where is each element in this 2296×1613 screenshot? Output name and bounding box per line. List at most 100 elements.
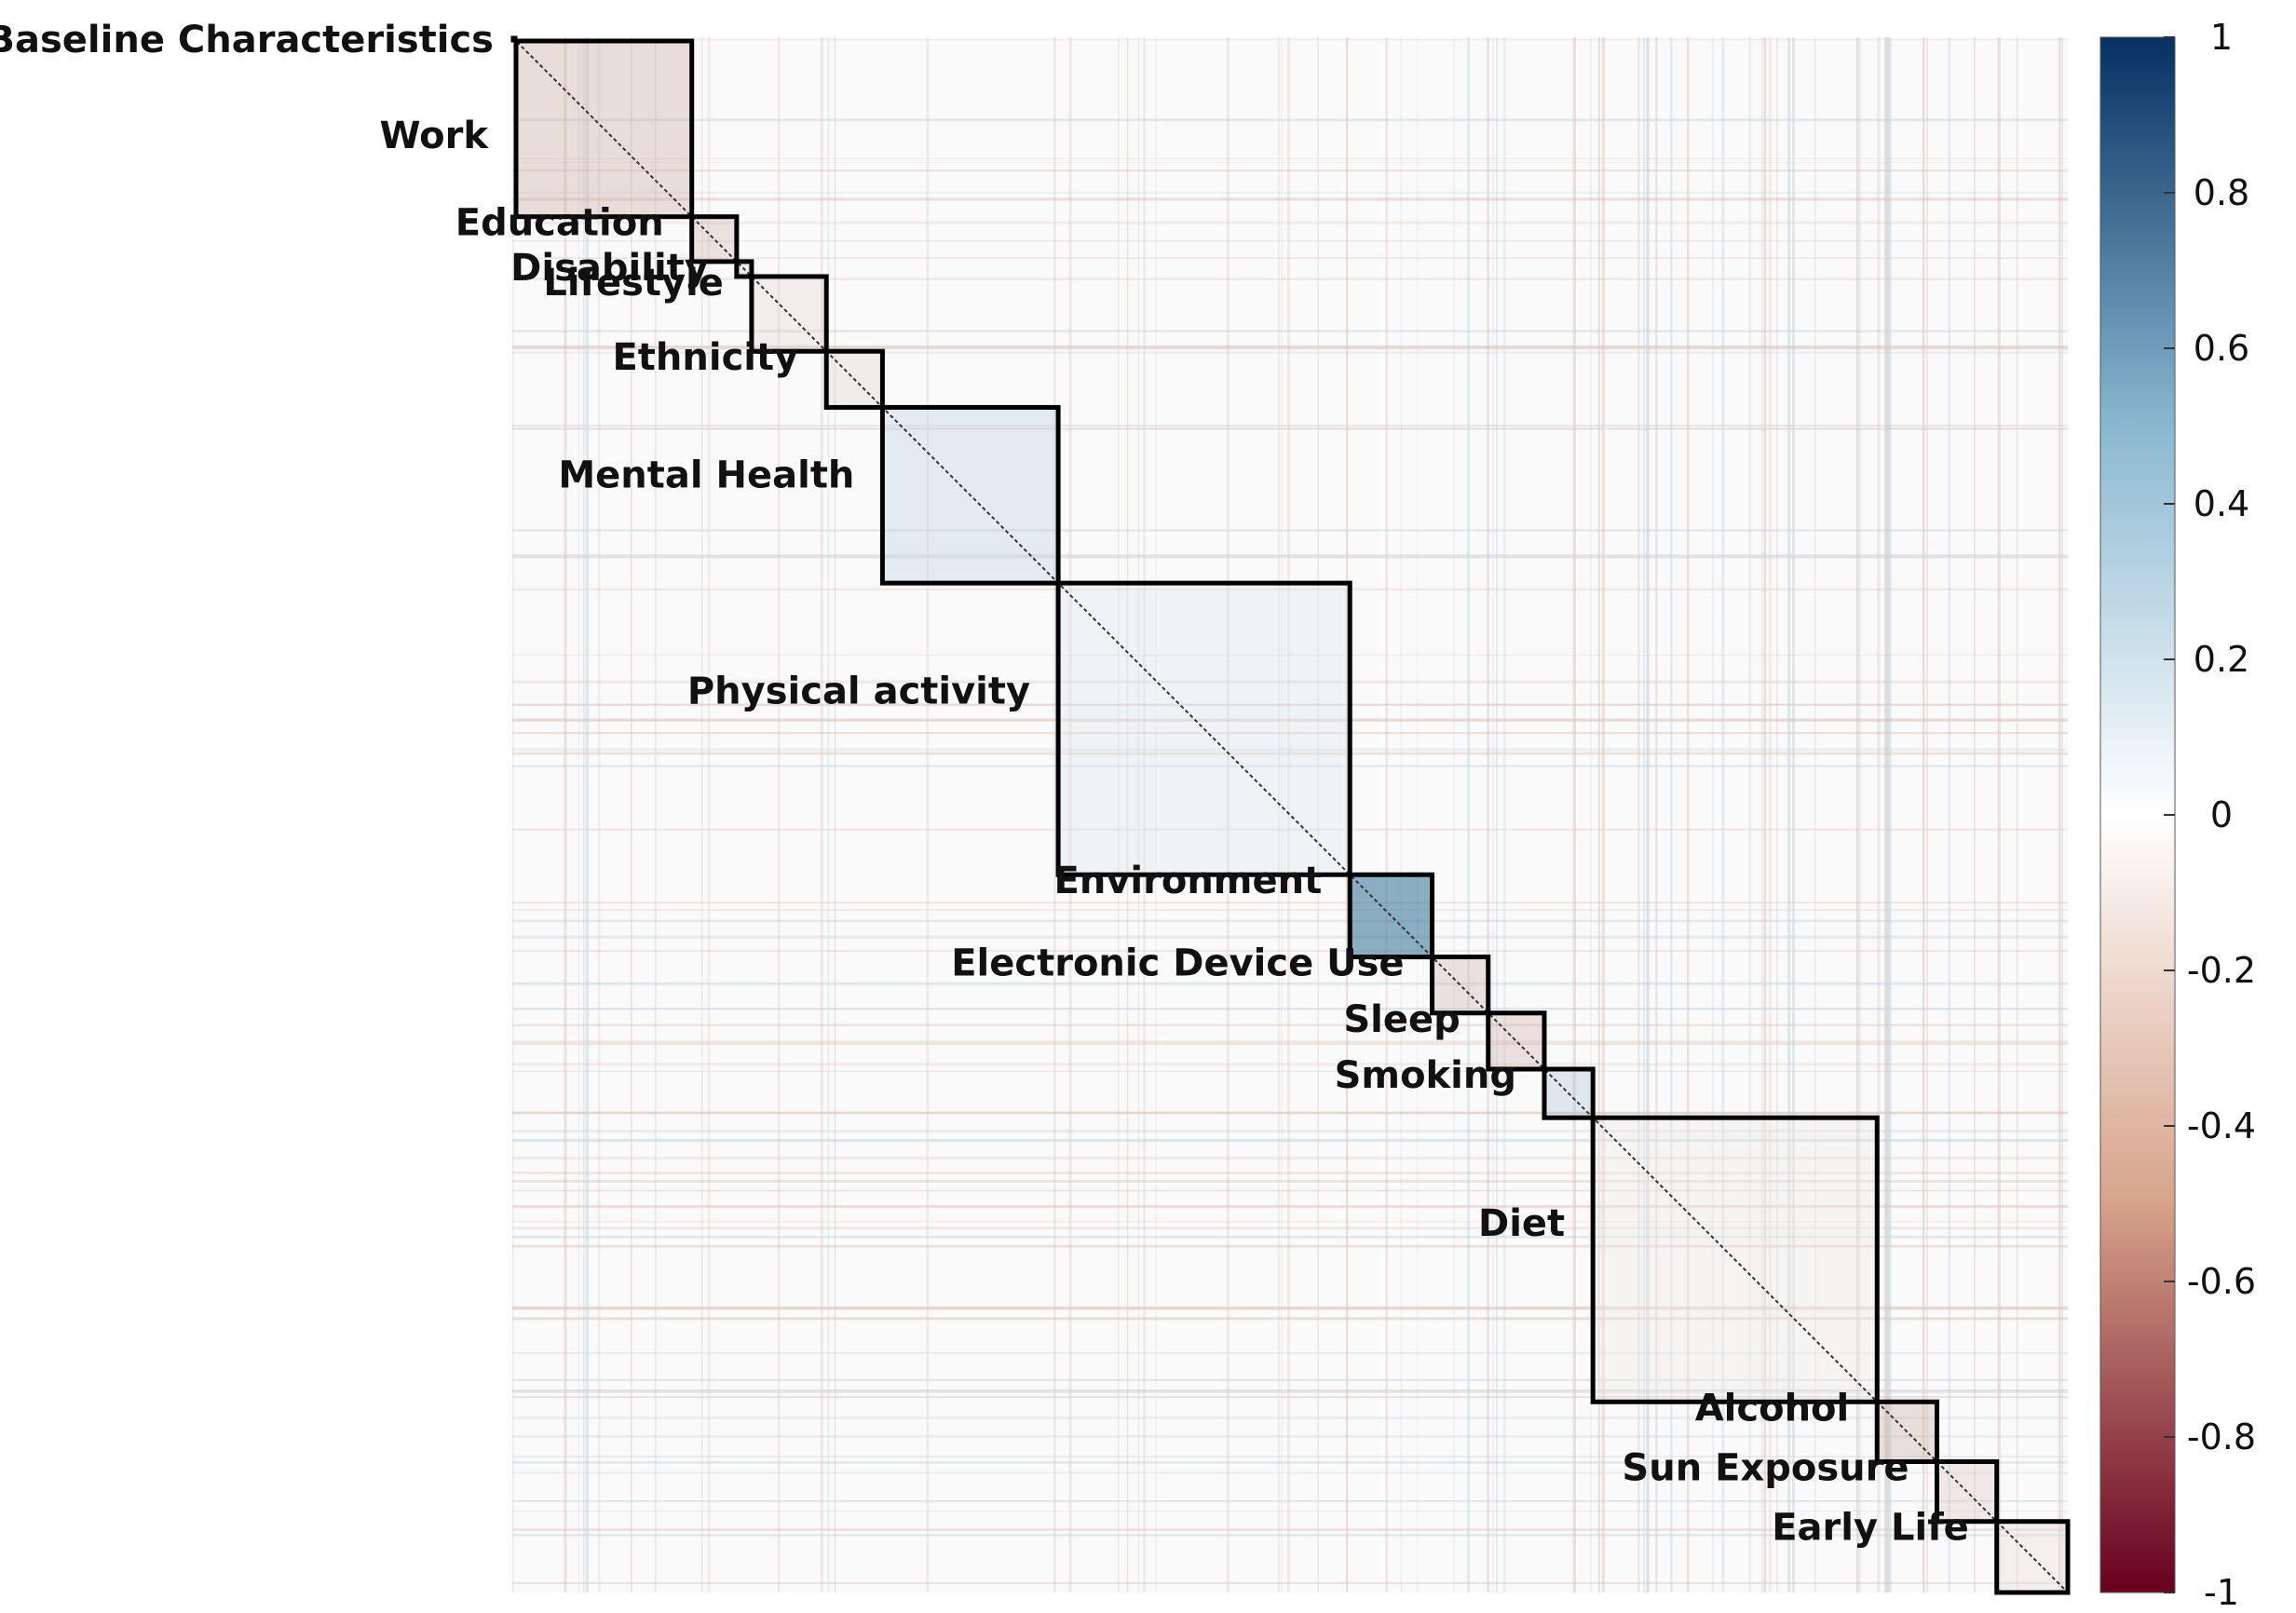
texture-streak: [1126, 37, 1129, 1593]
texture-streak: [512, 680, 2068, 684]
texture-streak: [1137, 37, 1139, 1593]
texture-streak: [512, 1534, 2068, 1537]
block-labels: Baseline Characteristics Work EducationDis…: [0, 19, 1969, 1550]
texture-streak: [1776, 37, 1778, 1593]
texture-streak: [1492, 37, 1494, 1593]
texture-streak: [512, 731, 2068, 735]
colorbar-tick-label: 0.6: [2194, 328, 2249, 369]
texture-streak: [1885, 37, 1890, 1593]
texture-streak: [512, 197, 2068, 201]
colorbar-tick-label: 0: [2210, 794, 2233, 835]
block-label: Environment: [1054, 860, 1323, 902]
texture-streak: [512, 654, 2068, 657]
block-fill: [693, 218, 735, 260]
texture-streak: [512, 1063, 2068, 1066]
texture-streak: [1467, 37, 1470, 1593]
block-box: [879, 404, 1061, 586]
texture-streak: [512, 765, 2068, 767]
texture-streak: [512, 1156, 2068, 1160]
texture-streak: [1686, 37, 1690, 1593]
texture-streak: [512, 529, 2068, 532]
texture-streak: [1670, 37, 1673, 1593]
texture-streak: [512, 554, 2068, 556]
colorbar-tick-label: -0.2: [2187, 950, 2256, 991]
texture-streak: [512, 1172, 2068, 1174]
texture-streak: [512, 1235, 2068, 1239]
block-box: [1542, 1066, 1596, 1120]
texture-streak: [1487, 37, 1489, 1593]
block-label: Smoking: [1335, 1054, 1516, 1097]
block-box: [1994, 1519, 2071, 1595]
texture-streak: [1884, 37, 1888, 1593]
block-box: [1055, 580, 1352, 877]
texture-streak: [1877, 37, 1881, 1593]
texture-streak: [512, 901, 2068, 903]
texture-streak: [777, 37, 781, 1593]
texture-streak: [512, 718, 2068, 722]
texture-streak: [512, 1244, 2068, 1248]
block-box: [749, 274, 829, 354]
texture-streak: [630, 37, 632, 1593]
texture-streak: [512, 1007, 2068, 1010]
texture-streak: [1792, 37, 1795, 1593]
colorbar-tick-label: 0.8: [2194, 172, 2249, 213]
texture-streak: [1721, 37, 1725, 1593]
texture-streak: [512, 828, 2068, 832]
heatmap-cell-texture: [512, 37, 2068, 1593]
texture-streak: [821, 37, 823, 1593]
texture-streak: [597, 37, 601, 1593]
texture-streak: [512, 157, 2068, 160]
texture-streak: [1884, 37, 1887, 1593]
texture-streak: [512, 1112, 2068, 1115]
texture-streak: [512, 1389, 2068, 1391]
texture-streak: [512, 1389, 2068, 1394]
texture-streak: [512, 1435, 2068, 1438]
block-box: [689, 214, 740, 264]
texture-streak: [512, 588, 2068, 591]
texture-streak: [512, 1221, 2068, 1223]
texture-streak: [1712, 37, 1714, 1593]
texture-streak: [2058, 37, 2061, 1593]
texture-streak: [512, 1317, 2068, 1321]
texture-streak: [512, 1180, 2068, 1183]
texture-streak: [1143, 37, 1146, 1593]
texture-streak: [512, 1043, 2068, 1046]
texture-streak: [512, 1131, 2068, 1133]
texture-streak: [1118, 37, 1120, 1593]
texture-streak: [512, 1130, 2068, 1132]
texture-streak: [512, 1456, 2068, 1457]
texture-streak: [1345, 37, 1349, 1593]
texture-streak: [1948, 37, 1951, 1593]
texture-streak: [512, 425, 2068, 427]
texture-streak: [512, 1227, 2068, 1230]
texture-streak: [512, 1205, 2068, 1209]
texture-streak: [1053, 37, 1056, 1593]
texture-streak: [578, 37, 580, 1593]
texture-streak: [1888, 37, 1892, 1593]
texture-streak: [1597, 37, 1600, 1593]
block-label: Lifestyle: [543, 262, 724, 305]
block-label: Early Life: [1772, 1507, 1968, 1550]
texture-streak: [512, 351, 2068, 354]
colorbar-tick-label: -0.8: [2187, 1416, 2256, 1457]
texture-streak: [512, 982, 2068, 985]
texture-streak: [512, 1070, 2068, 1072]
texture-streak: [512, 345, 2068, 347]
texture-streak: [1997, 37, 2001, 1593]
block-label: Diet: [1478, 1202, 1565, 1245]
texture-streak: [1768, 37, 1773, 1593]
texture-streak: [512, 118, 2068, 122]
texture-streak: [1281, 37, 1283, 1593]
texture-streak: [512, 555, 2068, 559]
block-box: [1874, 1399, 1939, 1464]
texture-streak: [512, 1416, 2068, 1419]
block-box: [1934, 1458, 2000, 1525]
colorbar-tick-label: 0.4: [2194, 483, 2249, 524]
texture-streak: [512, 748, 2068, 752]
block-label: Disability: [510, 247, 709, 290]
texture-streak: [512, 1500, 2068, 1502]
texture-streak: [1655, 37, 1658, 1593]
texture-streak: [512, 240, 2068, 242]
texture-streak: [512, 1460, 2068, 1464]
